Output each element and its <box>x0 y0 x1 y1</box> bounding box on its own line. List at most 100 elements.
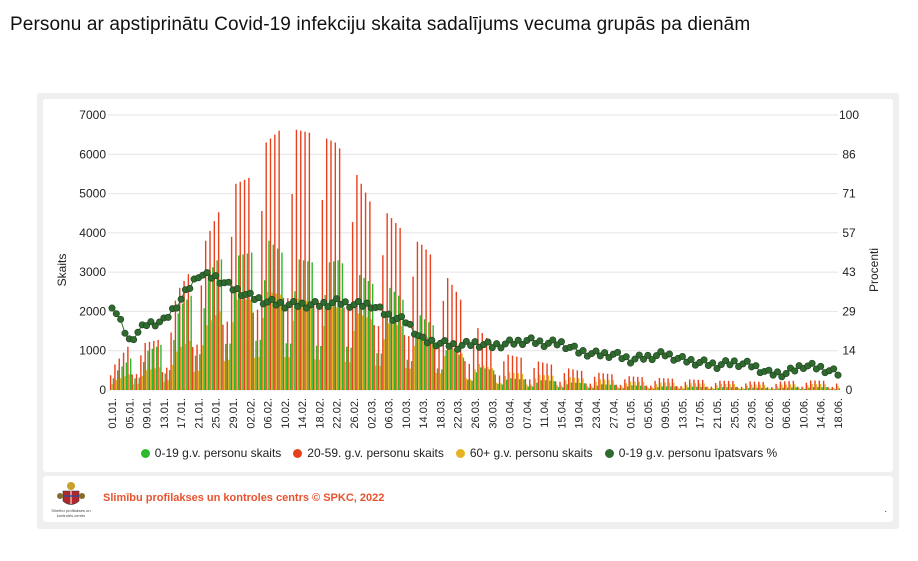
bar-20-59-g-v-personu-skaits[interactable] <box>442 300 445 390</box>
line-point[interactable] <box>246 289 254 297</box>
bar-60-g-v-personu-skaits[interactable] <box>513 372 515 390</box>
bar-0-19-g-v-personu-skaits[interactable] <box>613 384 616 390</box>
bar-0-19-g-v-personu-skaits[interactable] <box>618 388 620 390</box>
line-point[interactable] <box>773 368 781 376</box>
bar-0-19-g-v-personu-skaits[interactable] <box>825 387 828 390</box>
line-point[interactable] <box>311 297 319 305</box>
bar-0-19-g-v-personu-skaits[interactable] <box>652 388 655 390</box>
bar-0-19-g-v-personu-skaits[interactable] <box>164 373 166 391</box>
bar-0-19-g-v-personu-skaits[interactable] <box>207 274 210 390</box>
bar-0-19-g-v-personu-skaits[interactable] <box>462 357 465 390</box>
bar-60-g-v-personu-skaits[interactable] <box>422 335 424 390</box>
bar-20-59-g-v-personu-skaits[interactable] <box>580 370 583 390</box>
bar-0-19-g-v-personu-skaits[interactable] <box>674 386 676 390</box>
bar-0-19-g-v-personu-skaits[interactable] <box>562 387 564 390</box>
bar-20-59-g-v-personu-skaits[interactable] <box>520 357 522 390</box>
bar-60-g-v-personu-skaits[interactable] <box>292 320 295 390</box>
bar-60-g-v-personu-skaits[interactable] <box>137 383 139 390</box>
bar-60-g-v-personu-skaits[interactable] <box>405 368 407 390</box>
bar-60-g-v-personu-skaits[interactable] <box>141 376 143 390</box>
bar-0-19-g-v-personu-skaits[interactable] <box>454 348 456 390</box>
bar-60-g-v-personu-skaits[interactable] <box>556 385 558 390</box>
bar-60-g-v-personu-skaits[interactable] <box>249 299 251 390</box>
bar-20-59-g-v-personu-skaits[interactable] <box>243 179 246 390</box>
bar-20-59-g-v-personu-skaits[interactable] <box>576 370 579 390</box>
bar-60-g-v-personu-skaits[interactable] <box>837 385 839 390</box>
bar-60-g-v-personu-skaits[interactable] <box>811 383 813 390</box>
bar-60-g-v-personu-skaits[interactable] <box>547 375 550 390</box>
bar-0-19-g-v-personu-skaits[interactable] <box>359 275 361 390</box>
bar-60-g-v-personu-skaits[interactable] <box>543 375 545 390</box>
bar-0-19-g-v-personu-skaits[interactable] <box>272 244 274 390</box>
line-point[interactable] <box>108 304 116 312</box>
line-point[interactable] <box>419 333 427 341</box>
bar-60-g-v-personu-skaits[interactable] <box>132 384 135 390</box>
bar-0-19-g-v-personu-skaits[interactable] <box>363 278 365 390</box>
bar-60-g-v-personu-skaits[interactable] <box>284 357 286 390</box>
line-point[interactable] <box>458 341 466 349</box>
bar-0-19-g-v-personu-skaits[interactable] <box>263 280 266 390</box>
bar-60-g-v-personu-skaits[interactable] <box>150 369 152 390</box>
bar-60-g-v-personu-skaits[interactable] <box>798 387 800 390</box>
bar-20-59-g-v-personu-skaits[interactable] <box>213 221 216 390</box>
bar-0-19-g-v-personu-skaits[interactable] <box>397 295 400 390</box>
bar-0-19-g-v-personu-skaits[interactable] <box>419 315 421 390</box>
legend-item-0-19-count[interactable]: 0-19 g.v. personu skaits <box>140 446 281 460</box>
bar-0-19-g-v-personu-skaits[interactable] <box>553 381 555 390</box>
bar-60-g-v-personu-skaits[interactable] <box>361 315 364 390</box>
bar-20-59-g-v-personu-skaits[interactable] <box>118 358 120 390</box>
bar-20-59-g-v-personu-skaits[interactable] <box>399 227 401 390</box>
bar-60-g-v-personu-skaits[interactable] <box>167 380 169 390</box>
bar-0-19-g-v-personu-skaits[interactable] <box>160 344 162 390</box>
bar-20-59-g-v-personu-skaits[interactable] <box>550 364 553 390</box>
bar-20-59-g-v-personu-skaits[interactable] <box>217 212 220 390</box>
line-point[interactable] <box>717 361 725 369</box>
bar-60-g-v-personu-skaits[interactable] <box>599 379 602 390</box>
bar-20-59-g-v-personu-skaits[interactable] <box>187 274 190 390</box>
bar-60-g-v-personu-skaits[interactable] <box>608 379 610 390</box>
bar-0-19-g-v-personu-skaits[interactable] <box>233 289 236 390</box>
bar-20-59-g-v-personu-skaits[interactable] <box>325 138 328 390</box>
bar-20-59-g-v-personu-skaits[interactable] <box>148 341 151 390</box>
bar-60-g-v-personu-skaits[interactable] <box>500 383 502 390</box>
bar-60-g-v-personu-skaits[interactable] <box>457 350 459 390</box>
line-point[interactable] <box>497 344 505 352</box>
bar-60-g-v-personu-skaits[interactable] <box>759 384 761 390</box>
bar-20-59-g-v-personu-skaits[interactable] <box>654 380 656 390</box>
bar-20-59-g-v-personu-skaits[interactable] <box>455 291 458 390</box>
bar-60-g-v-personu-skaits[interactable] <box>327 305 329 390</box>
bar-20-59-g-v-personu-skaits[interactable] <box>818 380 821 390</box>
bar-20-59-g-v-personu-skaits[interactable] <box>174 300 177 390</box>
bar-60-g-v-personu-skaits[interactable] <box>232 322 234 390</box>
bar-20-59-g-v-personu-skaits[interactable] <box>472 339 475 390</box>
bar-20-59-g-v-personu-skaits[interactable] <box>490 342 492 390</box>
line-point[interactable] <box>640 355 648 363</box>
bar-0-19-g-v-personu-skaits[interactable] <box>190 295 192 390</box>
bar-60-g-v-personu-skaits[interactable] <box>495 382 498 390</box>
bar-0-19-g-v-personu-skaits[interactable] <box>324 294 326 390</box>
bar-20-59-g-v-personu-skaits[interactable] <box>641 377 643 390</box>
bar-0-19-g-v-personu-skaits[interactable] <box>570 382 573 390</box>
line-point[interactable] <box>328 299 336 307</box>
bar-0-19-g-v-personu-skaits[interactable] <box>203 308 205 390</box>
bar-0-19-g-v-personu-skaits[interactable] <box>765 387 767 390</box>
bar-60-g-v-personu-skaits[interactable] <box>755 384 757 390</box>
bar-0-19-g-v-personu-skaits[interactable] <box>635 385 637 390</box>
bar-20-59-g-v-personu-skaits[interactable] <box>321 199 324 390</box>
bar-0-19-g-v-personu-skaits[interactable] <box>786 387 789 390</box>
bar-20-59-g-v-personu-skaits[interactable] <box>740 386 743 390</box>
bar-60-g-v-personu-skaits[interactable] <box>271 292 273 390</box>
bar-0-19-g-v-personu-skaits[interactable] <box>458 354 460 390</box>
bar-0-19-g-v-personu-skaits[interactable] <box>795 387 797 390</box>
bar-60-g-v-personu-skaits[interactable] <box>768 388 770 390</box>
bar-20-59-g-v-personu-skaits[interactable] <box>334 142 337 391</box>
line-point[interactable] <box>164 313 172 321</box>
line-point[interactable] <box>147 318 155 326</box>
bar-60-g-v-personu-skaits[interactable] <box>711 387 714 390</box>
bar-0-19-g-v-personu-skaits[interactable] <box>631 385 633 390</box>
bar-20-59-g-v-personu-skaits[interactable] <box>464 361 466 390</box>
line-point[interactable] <box>471 338 479 346</box>
bar-0-19-g-v-personu-skaits[interactable] <box>225 343 227 390</box>
bar-20-59-g-v-personu-skaits[interactable] <box>507 354 509 390</box>
bar-60-g-v-personu-skaits[interactable] <box>720 383 723 390</box>
